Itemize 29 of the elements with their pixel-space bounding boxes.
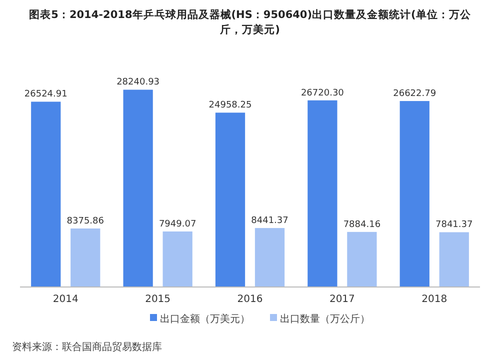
data-label: 26720.30 xyxy=(300,88,344,98)
bar xyxy=(400,101,430,287)
data-label: 7841.37 xyxy=(436,220,473,230)
legend-label: 出口数量（万公斤） xyxy=(280,313,370,325)
data-label: 26622.79 xyxy=(393,89,436,100)
bar xyxy=(162,231,192,287)
bar xyxy=(31,102,61,287)
text: 资料来源：联合国商品贸易数据库 xyxy=(12,341,162,353)
chart-title: 图表5：2014-2018年乒乓球用品及器械(HS：950640)出口数量及金额统计(单位：万公斤，万美元) xyxy=(29,8,472,36)
data-label: 24958.25 xyxy=(208,100,252,111)
bar xyxy=(70,228,100,287)
data-label: 8441.37 xyxy=(251,216,288,226)
bar xyxy=(215,112,246,287)
bar xyxy=(123,90,153,287)
bar xyxy=(439,232,469,287)
x-tick-label: 2014 xyxy=(52,294,78,305)
data-label: 7884.16 xyxy=(343,220,381,230)
bar xyxy=(254,228,285,287)
data-label: 7949.07 xyxy=(158,219,196,230)
x-tick-label: 2015 xyxy=(145,294,171,305)
bar xyxy=(347,232,377,287)
x-tick-label: 2016 xyxy=(237,294,263,305)
data-label: 28240.93 xyxy=(116,78,160,88)
x-tick-label: 2017 xyxy=(329,294,355,305)
legend-label: 出口金额（万美元） xyxy=(160,313,250,325)
bar xyxy=(308,100,338,287)
x-tick-label: 2018 xyxy=(422,294,448,305)
data-label: 8375.86 xyxy=(66,216,104,226)
data-label: 26524.91 xyxy=(24,90,68,100)
